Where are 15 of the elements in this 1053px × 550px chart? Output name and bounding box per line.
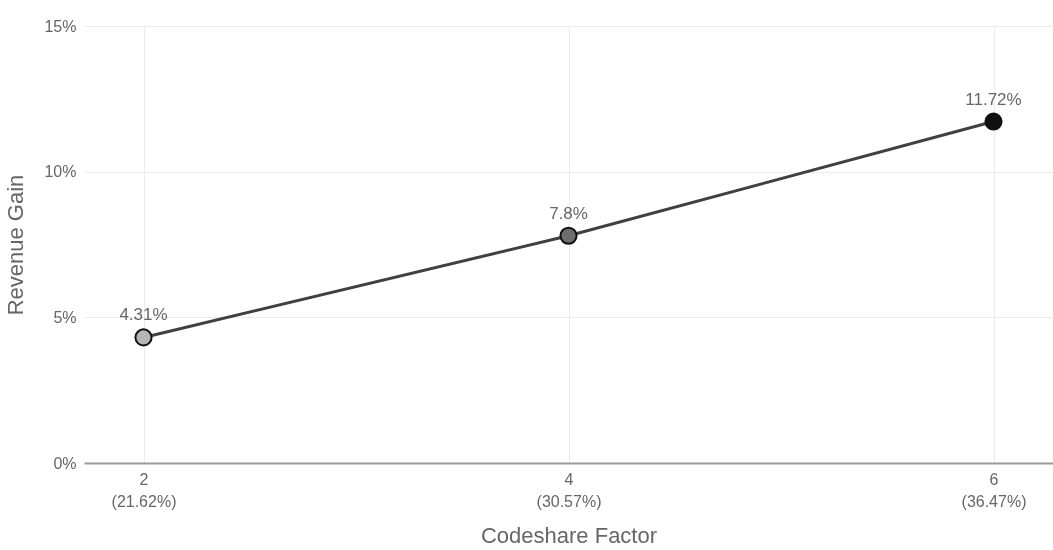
y-tick-label: 10% <box>44 163 77 181</box>
data-label: 11.72% <box>965 89 1022 109</box>
point <box>984 112 1003 131</box>
y-axis-title: Revenue Gain <box>3 174 29 316</box>
y-tick-label: 0% <box>53 454 77 472</box>
x-tick-label: 6 (36.47%) <box>961 470 1027 510</box>
point <box>559 226 578 245</box>
data-label: 7.8% <box>549 203 588 223</box>
x-tick-label: 2 (21.62%) <box>111 470 177 510</box>
y-tick-label: 15% <box>44 17 77 35</box>
x-tick-label: 4 (30.57%) <box>536 470 602 510</box>
data-label: 4.31% <box>119 305 168 325</box>
point <box>134 328 153 347</box>
x-axis-title: Codeshare Factor <box>480 522 658 548</box>
y-tick-label: 5% <box>53 308 77 326</box>
